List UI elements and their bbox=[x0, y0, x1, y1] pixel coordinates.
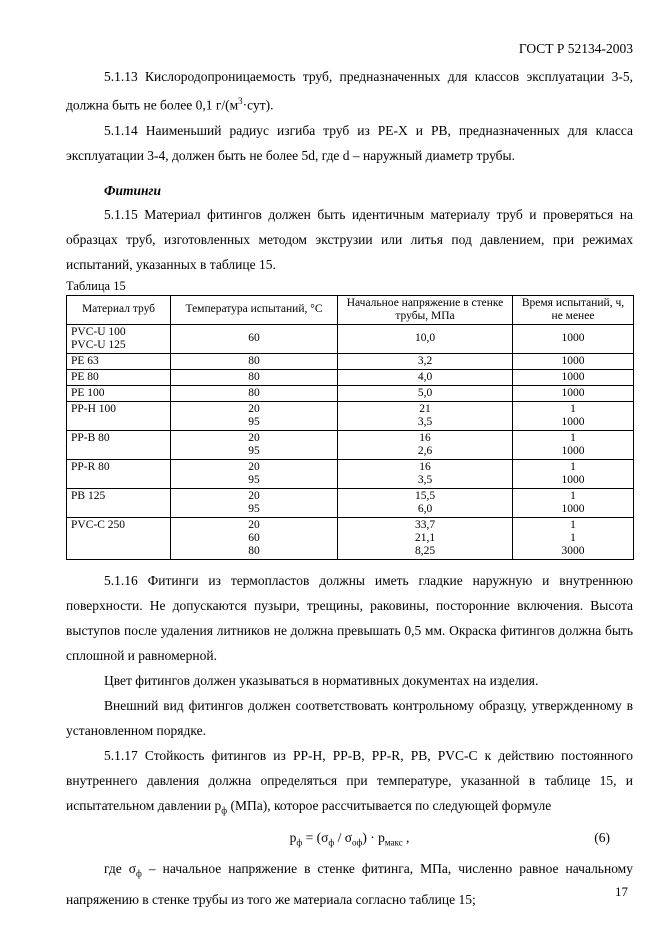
table-cell-time: 1 1000 bbox=[512, 487, 634, 518]
para-5-1-14: 5.1.14 Наименьший радиус изгиба труб из … bbox=[66, 122, 633, 163]
table-row: PVC-C 250 20 60 80 33,7 21,1 8,25 1 1 3000 bbox=[66, 516, 634, 560]
table-row: PB 125 20 95 15,5 6,0 1 1000 bbox=[66, 487, 634, 518]
section-heading-fittings: Фитинги bbox=[104, 182, 161, 198]
table-15: Материал труб Температура испытаний, °С … bbox=[66, 294, 634, 560]
table-cell-temp: 20 95 bbox=[170, 458, 338, 489]
table-caption: Таблица 15 bbox=[66, 278, 126, 293]
table-cell-temp: 80 bbox=[170, 352, 338, 370]
doc-header: ГОСТ Р 52134-2003 bbox=[518, 41, 633, 56]
formula-number: (6) bbox=[594, 830, 610, 846]
table-row: PE 100 80 5,0 1000 bbox=[66, 384, 634, 402]
para-5-1-15: 5.1.15 Материал фитингов должен быть иде… bbox=[66, 206, 633, 272]
table-row: PP-H 100 20 95 21 3,5 1 1000 bbox=[66, 400, 634, 431]
table-cell-stress: 3,2 bbox=[337, 352, 513, 370]
table-row: PP-R 80 20 95 16 3,5 1 1000 bbox=[66, 458, 634, 489]
table-cell-time: 1 1 3000 bbox=[512, 516, 634, 560]
col-header-material: Материал труб bbox=[66, 294, 171, 325]
col-header-time: Время испытаний, ч, не менее bbox=[512, 294, 634, 325]
table-cell-material: PP-H 100 bbox=[66, 400, 171, 431]
table-body: PVC-U 100 PVC-U 125 60 10,0 1000 PE 63 80 3,2 10… bbox=[66, 323, 634, 560]
table-cell-stress: 5,0 bbox=[337, 384, 513, 402]
table-cell-stress: 10,0 bbox=[337, 323, 513, 354]
table-cell-temp: 20 60 80 bbox=[170, 516, 338, 560]
table-cell-temp: 20 95 bbox=[170, 400, 338, 431]
table-cell-material: PVC-C 250 bbox=[66, 516, 171, 560]
table-cell-time: 1 1000 bbox=[512, 429, 634, 460]
para-5-1-16: 5.1.16 Фитинги из термопластов должны им… bbox=[66, 572, 633, 663]
table-cell-stress: 16 3,5 bbox=[337, 458, 513, 489]
table-cell-time: 1000 bbox=[512, 368, 634, 386]
table-cell-material: PP-R 80 bbox=[66, 458, 171, 489]
para-where: где σф – начальное напряжение в стенке ф… bbox=[66, 860, 633, 907]
table-cell-stress: 16 2,6 bbox=[337, 429, 513, 460]
table-cell-temp: 60 bbox=[170, 323, 338, 354]
para-appearance: Внешний вид фитингов должен соответствов… bbox=[66, 697, 633, 738]
formula-6: рф = (σф / σоф) · рмакс , (6) bbox=[66, 825, 633, 856]
table-cell-time: 1 1000 bbox=[512, 458, 634, 489]
formula-expression: рф = (σф / σоф) · рмакс , bbox=[289, 830, 410, 848]
table-cell-material: PE 100 bbox=[66, 384, 171, 402]
para-color: Цвет фитингов должен указываться в норма… bbox=[104, 672, 539, 688]
table-row: PVC-U 100 PVC-U 125 60 10,0 1000 bbox=[66, 323, 634, 354]
table-cell-temp: 20 95 bbox=[170, 429, 338, 460]
table-cell-stress: 15,5 6,0 bbox=[337, 487, 513, 518]
table-cell-material: PVC-U 100 PVC-U 125 bbox=[66, 323, 171, 354]
col-header-stress: Начальное напряжение в стенке трубы, МПа bbox=[337, 294, 513, 325]
col-header-temperature: Температура испытаний, °С bbox=[170, 294, 338, 325]
table-cell-time: 1000 bbox=[512, 352, 634, 370]
table-cell-stress: 4,0 bbox=[337, 368, 513, 386]
table-cell-time: 1000 bbox=[512, 384, 634, 402]
table-row: PE 80 80 4,0 1000 bbox=[66, 368, 634, 386]
table-header-row: Материал труб Температура испытаний, °С … bbox=[66, 294, 634, 325]
table-row: PP-B 80 20 95 16 2,6 1 1000 bbox=[66, 429, 634, 460]
para-5-1-13: 5.1.13 Кислородопроницаемость труб, пред… bbox=[66, 69, 633, 113]
table-cell-material: PE 63 bbox=[66, 352, 171, 370]
table-cell-temp: 80 bbox=[170, 368, 338, 386]
table-cell-material: PB 125 bbox=[66, 487, 171, 518]
table-cell-stress: 33,7 21,1 8,25 bbox=[337, 516, 513, 560]
table-cell-time: 1 1000 bbox=[512, 400, 634, 431]
table-row: PE 63 80 3,2 1000 bbox=[66, 352, 634, 370]
para-5-1-17: 5.1.17 Стойкость фитингов из PP-H, PP-B,… bbox=[66, 747, 633, 816]
table-cell-temp: 80 bbox=[170, 384, 338, 402]
table-cell-material: PP-B 80 bbox=[66, 429, 171, 460]
table-cell-stress: 21 3,5 bbox=[337, 400, 513, 431]
table-cell-temp: 20 95 bbox=[170, 487, 338, 518]
table-cell-time: 1000 bbox=[512, 323, 634, 354]
page-number: 17 bbox=[615, 884, 628, 899]
table-cell-material: PE 80 bbox=[66, 368, 171, 386]
